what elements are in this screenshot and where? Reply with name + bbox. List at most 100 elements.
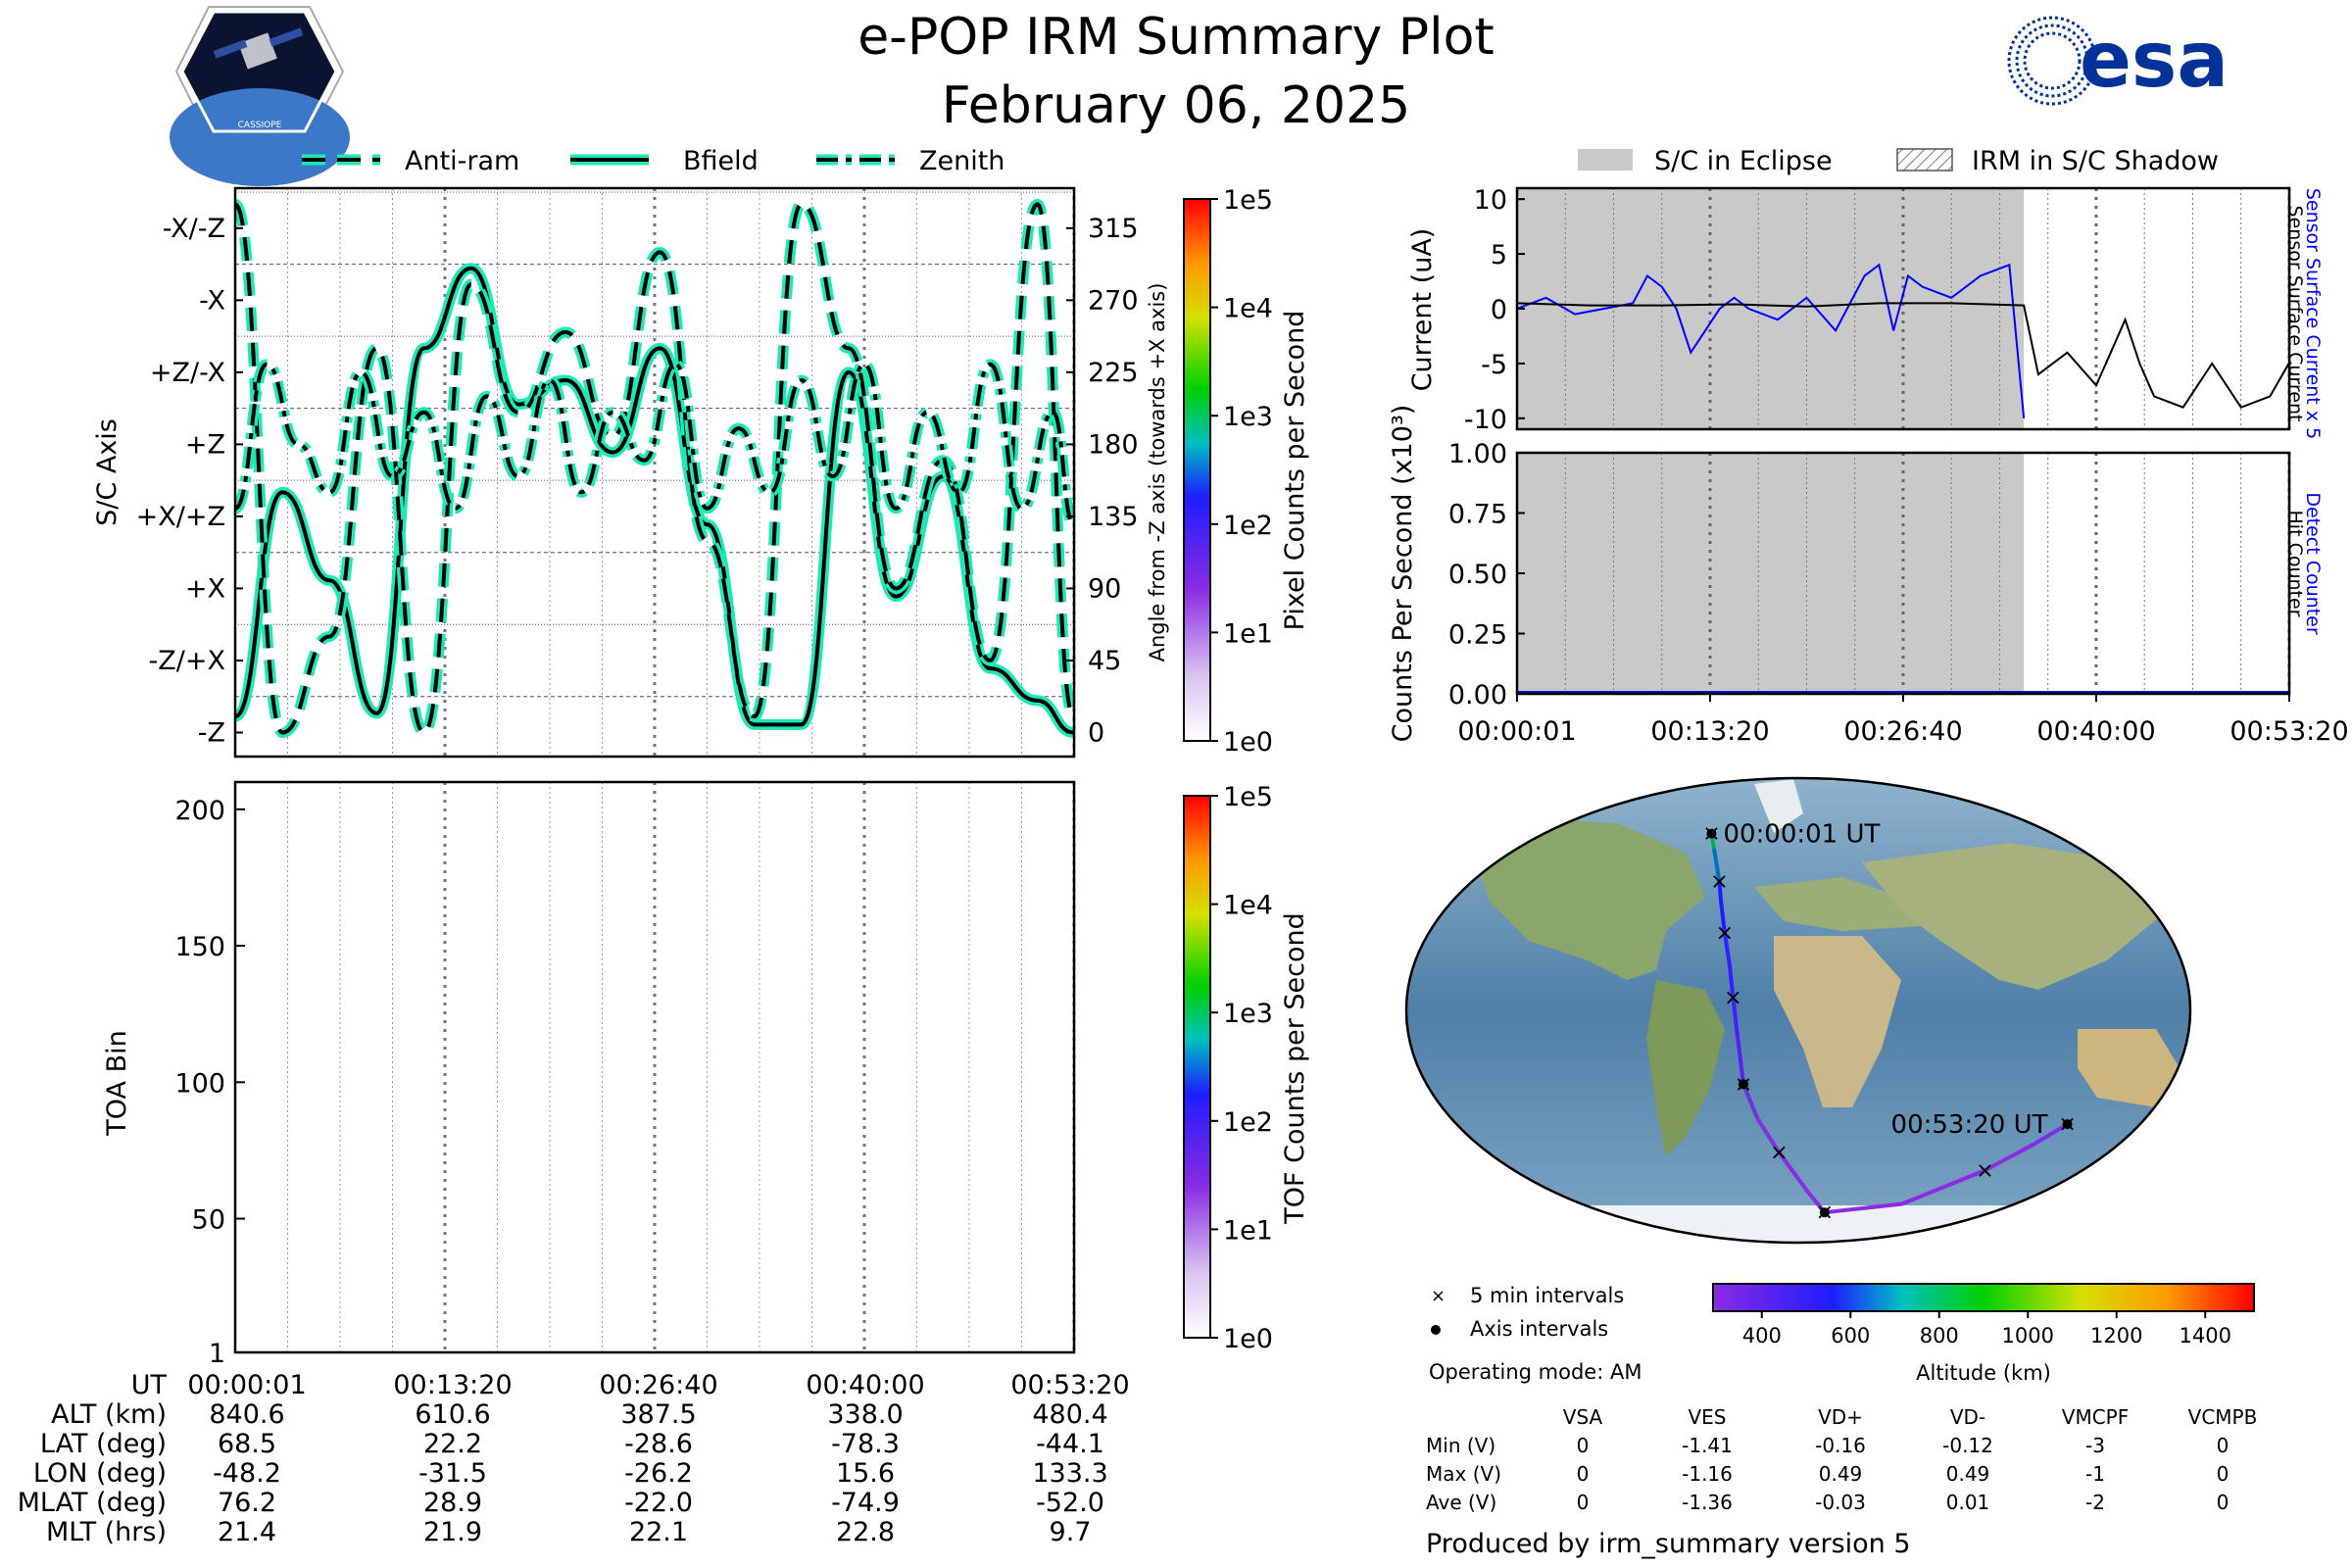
ephemeris-cell: -52.0 [1036,1488,1104,1518]
counts-ytick-label: 0.00 [1448,680,1507,710]
colorbar-tick-label: 1e3 [1223,402,1273,432]
legend-anti-ram: Anti-ram [405,146,519,176]
ephemeris-cell: -78.3 [831,1429,900,1459]
axis-marker-icon [1431,1325,1441,1335]
axis-interval-marker [1819,1207,1830,1218]
ephemeris-cell: 21.4 [218,1517,276,1547]
sc-axis-panel: -Z -Z/+X +X +X/+Z +Z +Z/-X -X -X/-Z 0 45 90 135 180… [92,186,1169,759]
counts-ytick-label: 0.25 [1448,620,1507,651]
ephemeris-header-cell: 00:00:01 [187,1370,306,1400]
ephemeris-cell: LON (deg) [33,1458,167,1489]
page-title: e-POP IRM Summary Plot [858,8,1494,67]
ephemeris-cell: 22.1 [629,1517,688,1547]
ephemeris-cell: -44.1 [1036,1429,1104,1459]
ephemeris-cell: 338.0 [827,1399,903,1430]
orbit-track-segment [1983,1142,2035,1173]
counts-right-label-black: Hit Counter [2284,511,2306,617]
sc-axis-y2label: Angle from -Z axis (towards +X axis) [1146,283,1169,662]
orbit-track-segment [1722,931,1732,966]
ephemeris-table: UT 00:00:01 00:13:20 00:26:40 00:40:00 00:53:… [18,1370,1130,1547]
current-ytick-label: 5 [1491,240,1507,270]
colorbar-tick-label: 1e4 [1223,294,1273,324]
sc-y2tick-label: 315 [1088,214,1139,244]
orbit-track-segment [1777,1150,1810,1194]
colorbar-tick-label: 1e5 [1223,185,1273,216]
ephemeris-header-cell: UT [131,1370,168,1400]
legend-shadow: IRM in S/C Shadow [1972,146,2219,176]
ephemeris-cell: -74.9 [831,1488,900,1518]
orbit-track-segment [1741,1082,1760,1121]
toa-ytick-label: 150 [174,932,225,962]
footer-credit: Produced by irm_summary version 5 [1426,1529,1911,1559]
pixel-colorbar-ticks: 1e0 1e1 1e2 1e3 1e4 1e5 [1210,185,1273,758]
orbit-track-segment [1736,1034,1746,1087]
colorbar-tick-label: 1e1 [1223,618,1273,649]
ephemeris-cell: 21.9 [423,1517,482,1547]
five-min-marker-icon: × [1431,1286,1446,1306]
orbit-start-label: 00:00:01 UT [1723,820,1880,850]
ephemeris-cell: -22.0 [624,1488,693,1518]
ephemeris-cell: MLAT (deg) [18,1488,167,1518]
sc-ytick-label: -Z/+X [149,646,225,676]
ephemeris-cell: MLT (hrs) [46,1517,167,1547]
counts-xtick-label: 00:26:40 [1843,716,1962,747]
voltage-cell: 0 [2217,1491,2230,1514]
ephemeris-cell: -48.2 [213,1458,281,1489]
voltage-header-cell: VMCPF [2062,1405,2129,1429]
altitude-colorbar-ticks: 400 600 800 1000 1200 1400 [1742,1311,2231,1348]
sc-y2tick-label: 270 [1088,285,1139,316]
ephemeris-cell: 76.2 [218,1488,276,1518]
five-min-marker: × [1770,1141,1788,1165]
voltage-cell: -0.16 [1815,1434,1866,1457]
voltage-header-cell: VSA [1563,1405,1603,1429]
five-min-marker: × [1724,986,1741,1010]
ephemeris-cell: -26.2 [624,1458,693,1489]
sc-ytick-label: -Z [198,717,225,748]
current-ylabel: Current (uA) [1407,228,1438,392]
sc-ytick-label: +X [185,573,225,604]
sc-axis-legend: Anti-ram Bfield Zenith [302,146,1004,176]
voltage-cell: -0.03 [1815,1491,1866,1514]
colorbar-tick-label: 1e3 [1223,999,1273,1029]
altitude-colorbar: 400 600 800 1000 1200 1400 Altitude (km) [1712,1283,2255,1385]
sc-axis-ylabel: S/C Axis [92,418,122,526]
counts-ytick-label: 0.50 [1448,560,1507,590]
ephemeris-cell: -31.5 [418,1458,487,1489]
sc-axis-series [235,198,1074,738]
ephemeris-cell: 9.7 [1050,1517,1092,1547]
ephemeris-cell: LAT (deg) [40,1429,167,1459]
sc-axis-y2tick-labels: 0 45 90 135 180 225 270 315 [1066,214,1139,748]
ephemeris-cell: 15.6 [836,1458,895,1489]
axis-interval-marker [2062,1119,2073,1130]
colorbar-tick-label: 1e4 [1223,891,1273,921]
operating-mode: Operating mode: AM [1429,1360,1642,1384]
current-series [1517,263,2289,418]
orbit-track-segment [2031,1122,2070,1147]
colorbar-tick-label: 1e5 [1223,782,1273,812]
voltage-cell: -2 [2085,1491,2105,1514]
toa-ylabel: TOA Bin [102,1030,132,1136]
toa-ytick-label: 200 [174,796,225,826]
current-series-line [1517,263,2026,418]
colorbar-tick-label: 1e2 [1223,1107,1273,1138]
counts-panel: 1.000.750.500.250.00 00:00:01 00:13:20 00:… [1388,405,2349,747]
current-ytick-label: 0 [1491,295,1507,325]
altitude-tick-label: 600 [1831,1324,1870,1348]
voltage-cell: Ave (V) [1426,1491,1496,1514]
tof-colorbar: 1e0 1e1 1e2 1e3 1e4 1e5 TOF Counts per Second [1183,782,1310,1354]
five-min-marker: × [1976,1158,1993,1183]
current-right-label-black: Sensor Surface Current [2284,206,2306,422]
current-ytick-label: -5 [1481,350,1507,380]
voltage-header-cell: VD- [1950,1405,1985,1429]
voltage-cell: 0.01 [1946,1491,1990,1514]
orbit-track-segment [1899,1168,1987,1206]
voltage-cell: -1.16 [1682,1462,1733,1486]
voltage-cell: 0 [2217,1462,2230,1486]
voltage-cell: 0 [1577,1491,1590,1514]
toa-ytick-label: 100 [174,1068,225,1099]
pixel-colorbar-label: Pixel Counts per Second [1280,311,1310,631]
ephemeris-cell: 22.2 [423,1429,482,1459]
orbit-track-segment [1727,961,1736,1000]
